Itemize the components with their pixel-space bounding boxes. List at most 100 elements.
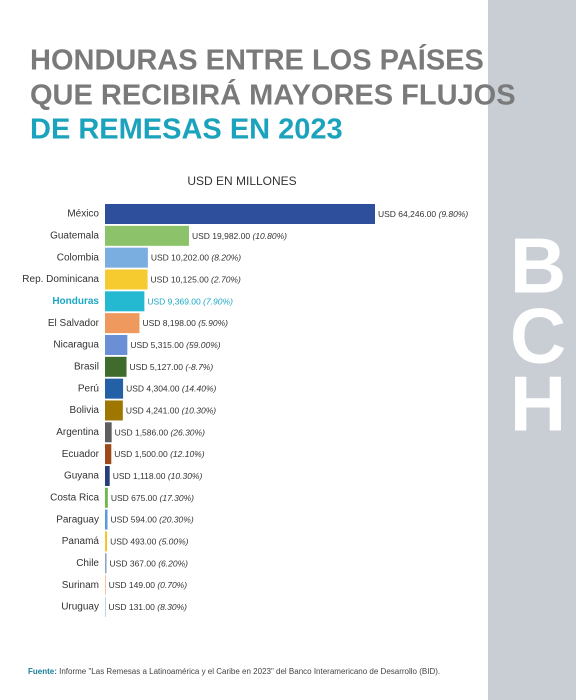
title-line: DE REMESAS EN 2023	[30, 114, 343, 146]
value-amount: USD 675.00	[111, 493, 158, 503]
bar	[105, 225, 189, 246]
category-label: Honduras	[52, 296, 99, 307]
subtitle: USD EN MILLONES	[187, 174, 296, 188]
category-label: Costa Rica	[50, 492, 99, 503]
category-label: Rep. Dominicana	[22, 274, 99, 285]
value-label: USD 1,500.00 (12.10%)	[114, 449, 204, 459]
value-amount: USD 1,118.00	[113, 471, 166, 481]
growth-label: (7.90%)	[203, 297, 233, 307]
growth-label: (6.20%)	[158, 559, 188, 569]
source: Fuente: Informe "Las Remesas a Latinoamé…	[28, 667, 440, 676]
growth-label: (8.30%)	[157, 602, 187, 612]
title-line: QUE RECIBIRÁ MAYORES FLUJOS	[30, 78, 516, 112]
title-line: HONDURAS ENTRE LOS PAÍSES	[30, 43, 484, 77]
bar	[105, 313, 140, 334]
value-label: USD 367.00 (6.20%)	[110, 559, 189, 569]
value-label: USD 10,202.00 (8.20%)	[151, 253, 241, 263]
value-label: USD 675.00 (17.30%)	[111, 493, 194, 503]
value-label: USD 149.00 (0.70%)	[109, 580, 188, 590]
value-amount: USD 149.00	[109, 580, 156, 590]
value-amount: USD 5,127.00	[130, 362, 184, 372]
bar	[105, 204, 375, 224]
bar	[105, 378, 124, 399]
bar	[105, 422, 112, 443]
value-label: USD 19,982.00 (10.80%)	[192, 231, 287, 241]
growth-label: (10.30%)	[182, 406, 217, 416]
value-label: USD 594.00 (20.30%)	[110, 515, 193, 525]
category-label: Panamá	[62, 536, 100, 547]
value-amount: USD 1,500.00	[114, 449, 168, 459]
category-label: Paraguay	[56, 514, 99, 525]
value-amount: USD 19,982.00	[192, 231, 250, 241]
value-label: USD 10,125.00 (2.70%)	[151, 275, 241, 285]
bar	[105, 291, 145, 312]
bar	[105, 487, 108, 508]
growth-label: (5.00%)	[159, 537, 189, 547]
growth-label: (9.80%)	[439, 209, 469, 219]
value-label: USD 1,118.00 (10.30%)	[113, 471, 203, 481]
value-label: USD 9,369.00 (7.90%)	[147, 297, 233, 307]
bar	[105, 334, 128, 355]
value-label: USD 1,586.00 (26.30%)	[115, 428, 205, 438]
brand-letter: C	[510, 292, 566, 380]
bar	[105, 247, 148, 268]
value-amount: USD 1,586.00	[115, 428, 169, 438]
growth-label: (5.90%)	[198, 318, 228, 328]
category-label: Colombia	[57, 252, 100, 263]
category-label: Nicaragua	[53, 340, 99, 351]
value-amount: USD 8,198.00	[142, 318, 196, 328]
value-amount: USD 131.00	[109, 602, 156, 612]
growth-label: (10.30%)	[168, 471, 203, 481]
value-amount: USD 5,315.00	[130, 340, 184, 350]
brand-letter: H	[510, 360, 566, 448]
category-label: México	[67, 209, 99, 220]
category-label: Surinam	[62, 580, 99, 591]
source-label: Fuente:	[28, 667, 57, 676]
category-label: Chile	[76, 558, 99, 569]
growth-label: (14.40%)	[182, 384, 217, 394]
value-amount: USD 367.00	[110, 559, 157, 569]
value-amount: USD 10,125.00	[151, 275, 209, 285]
bar	[105, 400, 123, 421]
value-label: USD 131.00 (8.30%)	[109, 602, 188, 612]
value-amount: USD 9,369.00	[147, 297, 201, 307]
category-label: Argentina	[56, 427, 99, 438]
growth-label: (17.30%)	[160, 493, 195, 503]
value-label: USD 64,246.00 (9.80%)	[378, 209, 468, 219]
category-label: Guyana	[64, 471, 99, 482]
growth-label: (2.70%)	[211, 275, 241, 285]
value-amount: USD 10,202.00	[151, 253, 209, 263]
category-label: Uruguay	[61, 602, 99, 613]
value-label: USD 4,241.00 (10.30%)	[126, 406, 216, 416]
bar	[105, 509, 108, 530]
source-text: Informe "Las Remesas a Latinoamérica y e…	[59, 667, 440, 676]
bar	[105, 531, 108, 552]
category-label: Perú	[78, 383, 99, 394]
category-label: Bolivia	[70, 405, 100, 416]
value-label: USD 5,315.00 (59.00%)	[130, 340, 220, 350]
value-amount: USD 64,246.00	[378, 209, 436, 219]
growth-label: (8.20%)	[211, 253, 241, 263]
value-amount: USD 4,304.00	[126, 384, 180, 394]
value-amount: USD 594.00	[110, 515, 157, 525]
value-label: USD 4,304.00 (14.40%)	[126, 384, 216, 394]
value-amount: USD 493.00	[110, 537, 157, 547]
bar	[105, 575, 106, 596]
value-amount: USD 4,241.00	[126, 406, 180, 416]
value-label: USD 5,127.00 (-8.7%)	[130, 362, 214, 372]
bar	[105, 444, 112, 465]
category-label: Brasil	[74, 361, 99, 372]
value-label: USD 493.00 (5.00%)	[110, 537, 189, 547]
category-label: Ecuador	[62, 449, 100, 460]
bar	[105, 269, 148, 290]
growth-label: (10.80%)	[252, 231, 287, 241]
growth-label: (26.30%)	[170, 428, 205, 438]
bar	[105, 553, 107, 574]
sidebar	[488, 0, 576, 700]
bar	[105, 596, 106, 617]
growth-label: (59.00%)	[186, 340, 221, 350]
category-label: El Salvador	[48, 318, 100, 329]
value-label: USD 8,198.00 (5.90%)	[142, 318, 228, 328]
brand-letter: B	[510, 222, 566, 310]
